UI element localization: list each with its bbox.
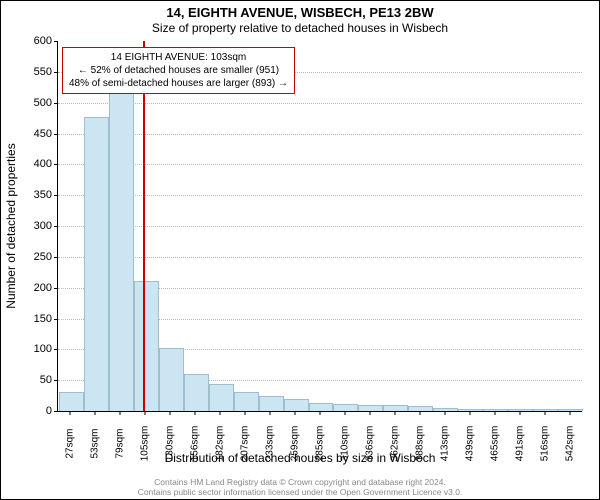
ytick-label: 550 (22, 66, 52, 78)
gridline (58, 164, 582, 165)
xtick-mark (270, 411, 271, 415)
xtick-mark (70, 411, 71, 415)
xtick-mark (145, 411, 146, 415)
ytick-label: 450 (22, 128, 52, 140)
xtick-mark (170, 411, 171, 415)
anno-line3: 48% of semi-detached houses are larger (… (69, 77, 288, 90)
ytick-mark (54, 288, 58, 289)
ytick-mark (54, 257, 58, 258)
xtick-mark (120, 411, 121, 415)
gridline (58, 103, 582, 104)
property-marker (143, 41, 145, 411)
ytick-label: 250 (22, 251, 52, 263)
xtick-mark (569, 411, 570, 415)
xtick-mark (494, 411, 495, 415)
ytick-mark (54, 103, 58, 104)
ytick-label: 300 (22, 220, 52, 232)
annotation-box: 14 EIGHTH AVENUE: 103sqm ← 52% of detach… (62, 47, 295, 94)
gridline (58, 134, 582, 135)
xtick-mark (419, 411, 420, 415)
bar (84, 117, 109, 411)
xtick-mark (245, 411, 246, 415)
ytick-label: 50 (22, 374, 52, 386)
anno-line2: ← 52% of detached houses are smaller (95… (69, 64, 288, 77)
ytick-mark (54, 164, 58, 165)
ytick-mark (54, 411, 58, 412)
ytick-mark (54, 134, 58, 135)
footer-line1: Contains HM Land Registry data © Crown c… (1, 477, 599, 487)
bar (259, 396, 284, 411)
bar (109, 52, 134, 411)
bar (508, 409, 533, 411)
ytick-mark (54, 380, 58, 381)
ytick-mark (54, 195, 58, 196)
gridline (58, 195, 582, 196)
xtick-mark (195, 411, 196, 415)
bar (383, 405, 408, 411)
xtick-mark (444, 411, 445, 415)
bar (209, 384, 234, 411)
gridline (58, 257, 582, 258)
ytick-mark (54, 319, 58, 320)
xtick-mark (394, 411, 395, 415)
ytick-mark (54, 349, 58, 350)
y-axis-label: Number of detached properties (4, 143, 18, 308)
bar (458, 409, 483, 411)
xtick-mark (469, 411, 470, 415)
xtick-mark (344, 411, 345, 415)
xtick-mark (295, 411, 296, 415)
xtick-mark (95, 411, 96, 415)
bar (184, 374, 209, 411)
anno-line1: 14 EIGHTH AVENUE: 103sqm (69, 51, 288, 64)
ytick-label: 0 (22, 405, 52, 417)
ytick-label: 100 (22, 343, 52, 355)
xtick-mark (519, 411, 520, 415)
bar (59, 392, 84, 412)
xtick-mark (544, 411, 545, 415)
ytick-mark (54, 41, 58, 42)
ytick-label: 150 (22, 313, 52, 325)
xtick-mark (320, 411, 321, 415)
chart-container: 14, EIGHTH AVENUE, WISBECH, PE13 2BW Siz… (0, 0, 600, 500)
page-title: 14, EIGHTH AVENUE, WISBECH, PE13 2BW (1, 5, 599, 20)
ytick-label: 400 (22, 158, 52, 170)
x-axis-label: Distribution of detached houses by size … (1, 451, 599, 465)
footer-line2: Contains public sector information licen… (1, 487, 599, 497)
ytick-mark (54, 72, 58, 73)
bar (483, 409, 508, 411)
gridline (58, 226, 582, 227)
bar (309, 403, 334, 411)
ytick-label: 350 (22, 189, 52, 201)
bar (134, 281, 159, 412)
bar (408, 406, 433, 411)
bar (558, 409, 583, 411)
bar (333, 404, 358, 411)
bar (433, 408, 458, 411)
ytick-label: 500 (22, 97, 52, 109)
bar (234, 392, 259, 412)
ytick-label: 600 (22, 35, 52, 47)
page-subtitle: Size of property relative to detached ho… (1, 21, 599, 35)
bar (159, 348, 184, 411)
ytick-mark (54, 226, 58, 227)
bar (533, 409, 558, 411)
bar (358, 405, 383, 411)
footer: Contains HM Land Registry data © Crown c… (1, 477, 599, 497)
ytick-label: 200 (22, 282, 52, 294)
bar (284, 399, 309, 411)
xtick-mark (369, 411, 370, 415)
xtick-mark (220, 411, 221, 415)
plot-area: 05010015020025030035040045050055060027sq… (57, 41, 582, 412)
